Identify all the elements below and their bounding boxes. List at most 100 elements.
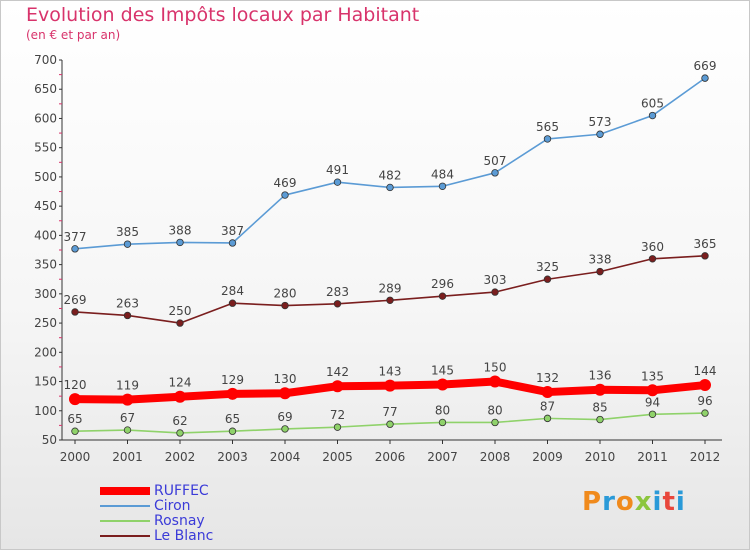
legend-item: Le Blanc xyxy=(100,528,300,544)
data-label: 143 xyxy=(379,365,402,379)
data-label: 65 xyxy=(225,412,240,426)
x-tick-label: 2000 xyxy=(60,450,91,464)
x-tick-label: 2008 xyxy=(480,450,511,464)
data-point xyxy=(491,169,499,177)
x-tick-label: 2006 xyxy=(375,450,406,464)
x-tick-label: 2005 xyxy=(322,450,353,464)
data-point xyxy=(228,427,237,435)
y-tick-label: 550 xyxy=(34,141,57,155)
data-point xyxy=(596,415,604,424)
data-label: 67 xyxy=(120,411,135,425)
data-label: 280 xyxy=(274,287,297,301)
legend-item: RUFFEC xyxy=(100,483,300,499)
data-label: 119 xyxy=(116,379,139,393)
y-tick-label: 650 xyxy=(34,82,57,96)
data-point xyxy=(176,319,184,327)
data-point xyxy=(386,183,394,192)
data-label: 144 xyxy=(694,364,717,378)
data-point xyxy=(228,299,237,307)
data-point xyxy=(176,429,184,437)
data-label: 385 xyxy=(116,225,139,239)
x-tick-label: 2012 xyxy=(690,450,721,464)
legend-item: Rosnay xyxy=(100,513,300,529)
legend-label: RUFFEC xyxy=(154,483,209,499)
data-label: 338 xyxy=(589,253,612,267)
data-label: 77 xyxy=(382,405,397,419)
x-tick-label: 2003 xyxy=(217,450,248,464)
data-label: 469 xyxy=(274,176,297,190)
data-label: 129 xyxy=(221,373,244,387)
data-label: 72 xyxy=(330,408,345,422)
data-point xyxy=(228,239,237,247)
chart-subtitle: (en € et par an) xyxy=(26,28,121,42)
data-label: 283 xyxy=(326,285,349,299)
data-label: 124 xyxy=(169,376,192,390)
data-label: 388 xyxy=(169,223,192,237)
data-label: 605 xyxy=(641,97,664,111)
data-point xyxy=(701,74,709,82)
legend-swatch xyxy=(100,520,150,522)
data-point xyxy=(648,410,657,418)
data-label: 263 xyxy=(116,296,139,310)
axes: 50 100 150 200 250 300 350 400 450 500 550 600 650 70… xyxy=(34,53,722,464)
data-point xyxy=(386,296,394,304)
x-tick-label: 2010 xyxy=(585,450,616,464)
logo-letter: t xyxy=(662,487,676,517)
data-point xyxy=(176,238,184,247)
data-label: 96 xyxy=(697,394,712,408)
legend-swatch xyxy=(100,535,150,537)
logo-letter: x xyxy=(634,487,653,517)
data-point xyxy=(596,267,604,276)
data-label: 150 xyxy=(484,361,507,375)
data-label: 120 xyxy=(64,378,87,392)
x-tick-label: 2001 xyxy=(112,450,143,464)
data-point xyxy=(279,387,291,400)
data-point xyxy=(491,418,499,427)
data-label: 482 xyxy=(379,168,402,182)
data-point xyxy=(123,426,132,434)
legend-label: Rosnay xyxy=(154,513,205,529)
y-tick-label: 50 xyxy=(42,433,57,447)
data-label: 565 xyxy=(536,120,559,134)
data-label: 289 xyxy=(379,281,402,295)
data-point xyxy=(281,301,289,310)
data-label: 484 xyxy=(431,167,454,181)
y-tick-label: 400 xyxy=(34,228,57,242)
y-tick-label: 250 xyxy=(34,316,57,330)
data-point xyxy=(226,387,239,400)
data-label: 80 xyxy=(435,403,450,417)
data-point xyxy=(543,414,552,423)
data-label: 130 xyxy=(274,372,297,386)
series-lines xyxy=(69,74,711,437)
data-point xyxy=(438,292,447,300)
data-label: 65 xyxy=(67,412,82,426)
data-point xyxy=(123,311,132,320)
logo-letter: i xyxy=(652,487,663,517)
y-tick-label: 100 xyxy=(34,404,57,418)
x-tick-label: 2007 xyxy=(427,450,458,464)
proxiti-logo: Proxiti xyxy=(582,487,686,517)
y-tick-label: 350 xyxy=(34,258,57,272)
y-tick-label: 450 xyxy=(34,199,57,213)
data-point xyxy=(646,384,659,397)
data-labels: 377 385 388 387 469 491 482 484 507 565 573 605 669 2… xyxy=(64,59,717,428)
data-point xyxy=(543,135,552,143)
data-point xyxy=(489,375,501,388)
data-point xyxy=(594,383,606,396)
data-label: 507 xyxy=(484,154,507,168)
data-point xyxy=(71,308,79,316)
data-point xyxy=(333,300,342,308)
legend-item: Ciron xyxy=(100,498,300,514)
data-point xyxy=(699,379,711,392)
data-point xyxy=(648,255,657,263)
data-point xyxy=(384,379,396,392)
data-label: 135 xyxy=(641,369,664,383)
data-label: 269 xyxy=(64,293,87,307)
data-point xyxy=(71,245,79,253)
y-tick-label: 150 xyxy=(34,375,57,389)
data-point xyxy=(491,288,499,296)
data-label: 62 xyxy=(172,414,187,428)
data-label: 669 xyxy=(694,59,717,73)
data-point xyxy=(174,390,186,403)
